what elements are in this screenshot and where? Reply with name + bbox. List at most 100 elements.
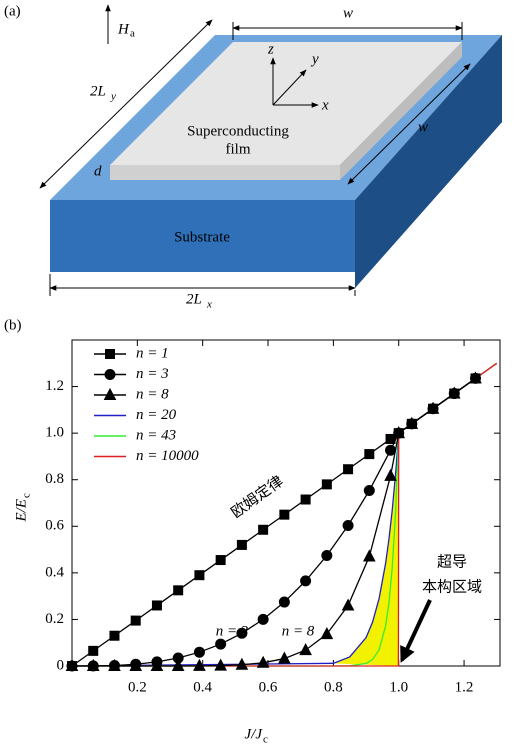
marker [65, 658, 79, 671]
marker [342, 519, 354, 531]
annotation: 超导 [437, 553, 467, 570]
marker [299, 643, 312, 656]
marker [405, 416, 419, 429]
film-label: Superconducting [187, 123, 289, 139]
marker [109, 630, 120, 641]
x-tick-label: 0.2 [128, 679, 147, 695]
axis-label: z [267, 41, 274, 57]
marker [193, 658, 206, 671]
marker [364, 449, 375, 460]
y-axis-sub: c [21, 493, 33, 498]
shaded-region [333, 433, 399, 666]
marker [86, 658, 100, 671]
axis-arrow [272, 69, 307, 106]
marker [215, 638, 227, 650]
marker [279, 509, 290, 520]
marker [104, 369, 116, 380]
marker [300, 575, 312, 587]
field-label: H [117, 21, 130, 37]
marker [300, 494, 311, 505]
thickness-label: d [94, 163, 102, 179]
marker [343, 464, 354, 475]
x-tick-label: 0.6 [259, 679, 278, 695]
marker [278, 596, 290, 608]
marker [171, 658, 185, 671]
legend-label: n = 20 [136, 407, 177, 423]
marker [150, 658, 164, 671]
marker [392, 426, 406, 439]
y-tick-label: 1.2 [45, 378, 64, 394]
legend-label: n = 10000 [136, 448, 199, 464]
marker [426, 401, 440, 414]
y-tick-label: 0.2 [45, 611, 64, 627]
y-tick-label: 0.8 [45, 471, 64, 487]
legend-label: n = 3 [136, 366, 169, 382]
marker [341, 598, 355, 611]
x-tick-label: 0.8 [324, 679, 343, 695]
film-front [110, 165, 340, 180]
marker [363, 485, 375, 497]
marker [88, 645, 99, 656]
marker [214, 658, 227, 671]
y-axis-label: E/E [13, 499, 29, 523]
x-tick-label: 1.2 [455, 679, 474, 695]
legend-label: n = 43 [136, 427, 176, 443]
panel-label: (b) [4, 317, 22, 333]
marker [447, 386, 461, 399]
marker [362, 549, 376, 562]
dim-label: w [343, 5, 353, 21]
legend-label: n = 1 [136, 345, 169, 361]
dim-label: 2L [186, 291, 202, 307]
marker [105, 349, 115, 359]
marker [236, 539, 247, 550]
marker [256, 655, 270, 668]
dim-line [347, 63, 471, 185]
marker [321, 549, 333, 561]
y-tick-label: 0.4 [45, 564, 64, 580]
field-sub: a [130, 28, 135, 40]
annotation: 本构区域 [422, 578, 482, 595]
dim-sub: x [206, 299, 212, 311]
film-label: film [226, 141, 251, 157]
substrate-label: Substrate [174, 229, 230, 245]
marker [215, 555, 226, 566]
y-tick-label: 0 [57, 657, 65, 673]
x-axis-label: J/J [245, 726, 264, 742]
marker [385, 433, 396, 444]
marker [173, 585, 184, 596]
y-tick-label: 1.0 [45, 425, 64, 441]
substrate-front [50, 200, 355, 272]
annotation-arrow [400, 599, 432, 663]
x-axis-sub: c [263, 734, 268, 746]
axis-label: y [310, 51, 319, 67]
dim-label: 2L [90, 83, 106, 99]
marker [278, 651, 291, 664]
annotation: n = 3 [216, 623, 249, 639]
dim-sub: y [110, 91, 116, 103]
dim-label: w [418, 119, 428, 135]
legend-label: n = 8 [136, 386, 169, 402]
marker [129, 658, 143, 671]
marker [193, 646, 205, 658]
marker [194, 570, 205, 581]
marker [236, 627, 248, 639]
marker [384, 468, 397, 481]
series-line [71, 362, 498, 667]
panel-label: (a) [4, 3, 21, 19]
marker [320, 627, 334, 640]
marker [469, 371, 482, 384]
marker [130, 615, 141, 626]
x-tick-label: 1.0 [389, 679, 408, 695]
legend: n = 1 n = 3 n = 8 n = 20 n = 43 n = 10000 [94, 345, 199, 464]
dim-line [39, 19, 213, 189]
marker [258, 524, 269, 535]
marker [108, 658, 121, 671]
annotation: n = 8 [282, 623, 315, 639]
marker [321, 479, 332, 490]
axis-label: x [321, 97, 329, 113]
marker [385, 444, 397, 456]
marker [257, 613, 269, 625]
marker [151, 600, 162, 611]
